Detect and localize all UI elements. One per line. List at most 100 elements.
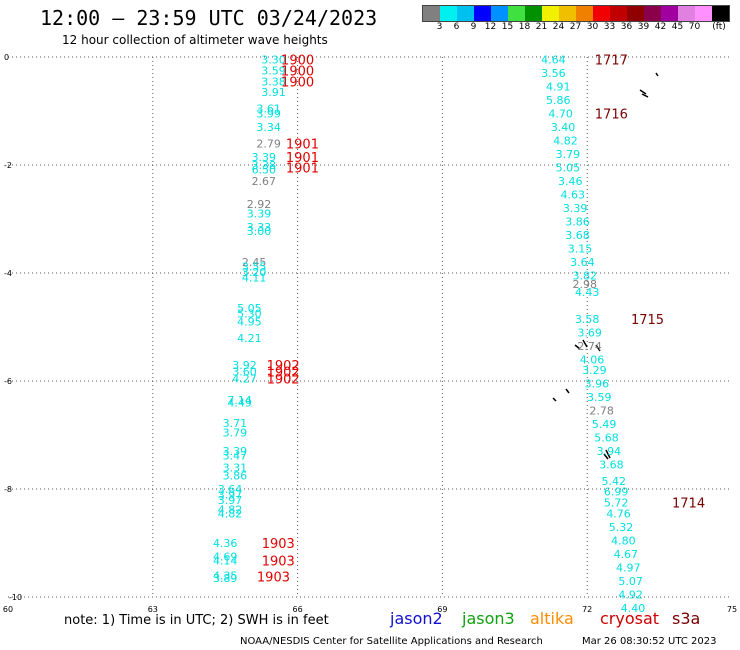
colorbar-swatch [559,6,576,21]
data-point-label: 3.86 [223,470,248,483]
data-point-label: 5.49 [592,418,617,431]
colorbar-tick-label: 30 [586,22,599,32]
legend-jason2: jason2 [390,609,443,628]
data-point-label: 4.82 [553,135,578,148]
data-point-label: 3.92 [232,359,257,372]
data-point-label: 3.29 [582,364,607,377]
legend-altika: altika [530,609,574,628]
legend-s3a: s3a [672,609,701,628]
land-outlines [552,72,659,460]
data-point-label: 3.79 [556,148,581,161]
colorbar-unit: (ft) [712,22,726,32]
data-point-label: 2.78 [589,405,614,418]
data-point-label: 4.82 [218,507,243,520]
data-point-label: 3.39 [563,202,588,215]
data-point-label: 5.68 [594,432,619,445]
data-point-label: 4.67 [614,548,639,561]
time-label: 1900 [281,65,314,80]
data-point-label: 5.32 [609,521,634,534]
island-outline [595,344,601,352]
legend-cryosat: cryosat [600,609,660,628]
data-point-label: 4.76 [606,507,631,520]
colorbar-swatch [576,6,593,21]
y-tick-label: -6 [4,377,12,386]
data-point-label: 3.68 [599,459,624,472]
data-point-label: 4.82 [218,504,243,517]
data-point-label: 4.95 [237,316,262,329]
data-point-label: 3.15 [568,243,593,256]
data-point-label: 4.91 [546,81,571,94]
island-outline [574,344,581,350]
colorbar-swatch [525,6,542,21]
time-label: 1900 [281,75,314,90]
colorbar-swatch [423,6,440,21]
data-point-label: 5.72 [604,497,629,510]
time-label: 1716 [595,108,628,123]
data-point-label: 4.21 [237,332,262,345]
x-tick-label: 66 [293,605,303,614]
data-point-label: 3.31 [223,461,248,474]
data-point-label: 3.33 [247,221,272,234]
data-point-label: 3.91 [261,86,286,99]
colorbar-swatch [695,6,712,21]
data-point-label: 3.38 [261,75,286,88]
data-point-label: 2.67 [252,175,277,188]
colorbar-tick-label: 27 [569,22,582,32]
y-tick-label: 0 [4,53,9,62]
data-point-label: 3.59 [587,391,612,404]
note-text: note: 1) Time is in UTC; 2) SWH is in fe… [64,613,329,628]
time-label: 1903 [257,570,290,585]
data-point-label: 4.80 [611,534,636,547]
data-point-label: 4.06 [580,353,605,366]
colorbar [422,5,730,22]
data-point-label: 2.92 [247,198,272,211]
data-point-label: 2.79 [256,137,281,150]
data-point-label: 3.69 [577,326,602,339]
data-point-label: 4.14 [213,554,238,567]
x-tick-label: 60 [3,605,13,614]
data-point-label: 3.39 [252,151,277,164]
data-point-label: 3.82 [573,270,598,283]
data-point-label: 5.07 [618,575,643,588]
data-point-label: 3.59 [261,65,286,78]
time-label: 1717 [595,54,628,69]
island-outline [605,449,611,459]
time-label: 1902 [267,372,300,387]
x-tick-label: 63 [148,605,158,614]
colorbar-swatch [474,6,491,21]
x-tick-label: 69 [437,605,447,614]
data-point-label: 3.34 [256,121,281,134]
data-point-label: 5.05 [556,162,581,175]
time-label: 1900 [281,54,314,69]
colorbar-tick-label: 39 [637,22,650,32]
data-point-label: 4.27 [232,372,257,385]
data-point-label: 3.99 [256,108,281,121]
island-outline [552,397,557,402]
island-outline [639,89,647,95]
data-point-label: 3.46 [558,175,583,188]
data-point-label: 2.98 [573,278,598,291]
time-label: 1903 [262,537,295,552]
data-point-label: 3.38 [252,159,277,172]
data-point-label: 4.36 [213,537,238,550]
time-labels: 1900190019001901190119011902190219021903… [257,54,705,586]
time-label: 1901 [286,137,319,152]
colorbar-tick-label: 24 [552,22,565,32]
data-labels: 3.303.593.383.913.613.993.342.793.393.38… [213,54,645,615]
data-point-label: 5.05 [237,302,262,315]
data-point-label: 3.94 [597,445,622,458]
colorbar-swatch [457,6,474,21]
credit-source: NOAA/NESDIS Center for Satellite Applica… [240,636,543,647]
colorbar-labels: 3 6 9 12 15 18 21 24 27 30 33 36 39 42 45 70 (ft) [422,22,740,34]
time-label: 1902 [267,365,300,380]
data-point-label: 4.69 [213,551,238,564]
colorbar-swatch [440,6,457,21]
data-point-label: 4.40 [621,602,646,615]
data-point-label: 3.39 [223,445,248,458]
data-point-label: 4.35 [213,569,238,582]
island-outline [582,339,588,348]
data-point-label: 4.11 [242,271,267,284]
colorbar-swatch [661,6,678,21]
time-label: 1901 [286,162,319,177]
data-point-label: 6.50 [252,163,277,176]
